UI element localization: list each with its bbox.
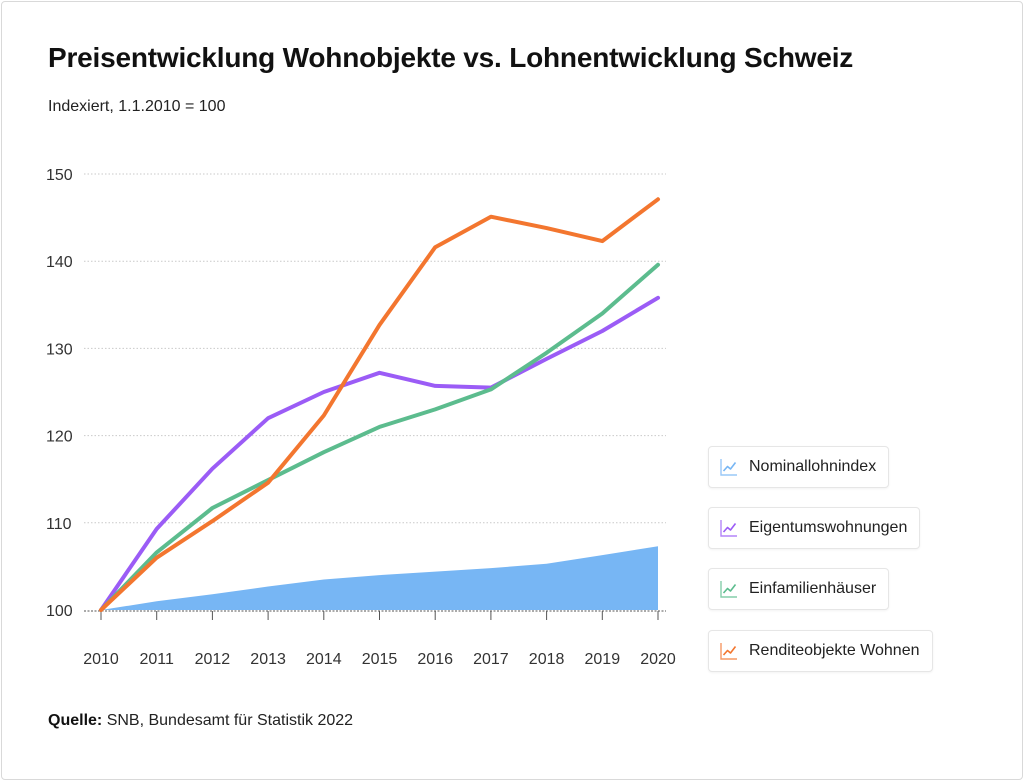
series-line-renditeobjekte wohnen [99, 197, 660, 612]
x-tick-label: 2018 [529, 651, 565, 668]
x-tick-label: 2020 [640, 651, 676, 668]
x-tick-label: 2017 [473, 651, 509, 668]
series-area-nominallohnindex [101, 546, 658, 610]
source-text: SNB, Bundesamt für Statistik 2022 [106, 712, 354, 729]
line-chart-icon [720, 459, 737, 476]
y-tick-label: 110 [46, 516, 72, 533]
legend-label: Eigentumswohnungen [749, 519, 908, 536]
legend-item-einfamilienhaeuser[interactable]: Einfamilienhäuser [708, 568, 890, 610]
x-tick-label: 2011 [139, 651, 174, 668]
y-tick-label: 150 [46, 167, 73, 184]
line-chart-icon [720, 643, 737, 660]
chart-title: Preisentwicklung Wohnobjekte vs. Lohnent… [48, 42, 854, 73]
legend-label: Einfamilienhäuser [749, 580, 877, 597]
x-tick-label: 2014 [306, 651, 342, 668]
line-chart-icon [720, 520, 737, 537]
line-chart-icon [720, 581, 737, 598]
x-tick-label: 2012 [195, 651, 231, 668]
legend-item-nominallohnindex[interactable]: Nominallohnindex [708, 446, 890, 488]
y-tick-label: 140 [46, 254, 73, 271]
legend-label: Nominallohnindex [749, 458, 877, 475]
x-tick-label: 2013 [250, 651, 286, 668]
source-note: Quelle: SNB, Bundesamt für Statistik 202… [48, 712, 353, 730]
chart-subtitle: Indexiert, 1.1.2010 = 100 [48, 98, 226, 115]
source-label: Quelle: [48, 712, 103, 729]
series-line-einfamilienhäuser [99, 262, 660, 612]
legend-item-eigentumswohnungen[interactable]: Eigentumswohnungen [708, 507, 921, 549]
x-tick-label: 2019 [585, 651, 621, 668]
x-tick-label: 2016 [417, 651, 453, 668]
y-tick-label: 100 [46, 603, 73, 620]
x-tick-label: 2010 [83, 651, 119, 668]
x-tick-label: 2015 [362, 651, 398, 668]
legend-item-renditeobjekte-wohnen[interactable]: Renditeobjekte Wohnen [708, 630, 933, 672]
y-tick-label: 130 [46, 341, 73, 358]
series-line-eigentumswohnungen [99, 295, 660, 612]
y-tick-label: 120 [46, 429, 73, 446]
legend-label: Renditeobjekte Wohnen [749, 642, 920, 659]
